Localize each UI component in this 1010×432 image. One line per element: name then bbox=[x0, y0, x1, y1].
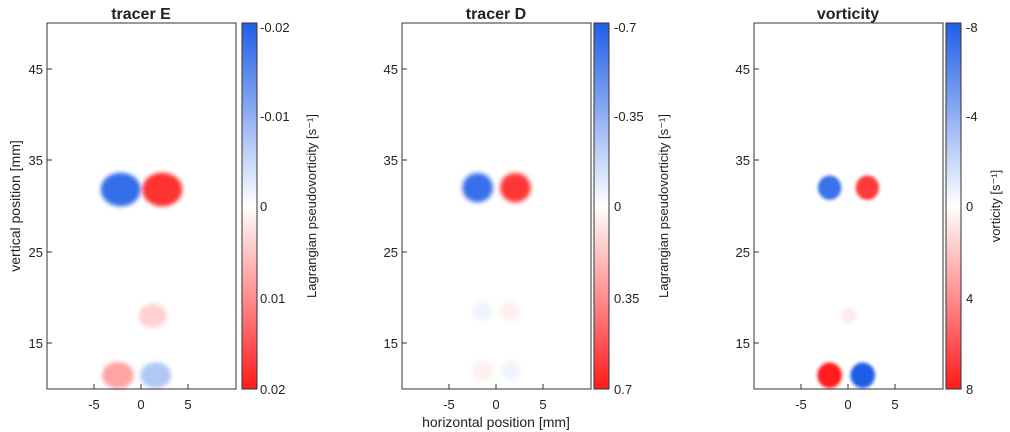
vortex-blob-positive bbox=[102, 361, 134, 389]
vortex-blob-negative bbox=[100, 172, 141, 207]
colorbar-label: Lagrangian pseudovorticity [s⁻¹] bbox=[304, 114, 319, 298]
colorbar: -8 -4 0 4 8 vorticity [s⁻¹] bbox=[945, 20, 1003, 397]
colorbar: -0.7 -0.35 0 0.35 0.7 Lagrangian pseudov… bbox=[593, 20, 671, 397]
heatmap-features bbox=[462, 173, 531, 381]
vortex-blob-positive bbox=[142, 172, 183, 207]
colorbar-tick-label: 0 bbox=[614, 199, 621, 214]
heatmap-features bbox=[817, 175, 880, 389]
y-tick-label: 15 bbox=[29, 336, 43, 351]
heatmap-features bbox=[100, 172, 183, 389]
y-ticks: 45 35 25 15 bbox=[384, 62, 407, 351]
colorbar-tick-label: 0.7 bbox=[614, 382, 632, 397]
y-ticks: 45 35 25 15 bbox=[29, 62, 52, 351]
y-tick-label: 45 bbox=[384, 62, 398, 77]
vortex-blob-positive bbox=[855, 175, 880, 200]
plot-area bbox=[754, 23, 943, 389]
colorbar-label: Lagrangian pseudovorticity [s⁻¹] bbox=[656, 114, 671, 298]
colorbar-tick-label: 0 bbox=[260, 199, 267, 214]
colorbar-tick-label: -0.7 bbox=[614, 20, 636, 35]
y-tick-label: 15 bbox=[384, 336, 398, 351]
colorbar-tick-label: 0.02 bbox=[260, 382, 285, 397]
colorbar-tick-label: -8 bbox=[966, 20, 978, 35]
vortex-blob-positive bbox=[817, 362, 842, 389]
vortex-blob-positive bbox=[500, 301, 521, 321]
colorbar-tick-label: 0 bbox=[966, 199, 973, 214]
y-tick-label: 45 bbox=[29, 62, 43, 77]
x-ticks: -5 0 5 bbox=[88, 384, 192, 412]
vortex-blob-negative bbox=[472, 301, 493, 321]
x-ticks: -5 0 5 bbox=[443, 384, 547, 412]
colorbar-tick-label: -0.02 bbox=[260, 20, 290, 35]
vortex-blob-positive bbox=[138, 303, 167, 328]
y-tick-label: 35 bbox=[736, 153, 750, 168]
colorbar-tick-label: -0.35 bbox=[614, 109, 644, 124]
x-ticks: -5 0 5 bbox=[795, 384, 899, 412]
vortex-blob-positive bbox=[500, 173, 531, 203]
plot-area bbox=[47, 23, 236, 389]
colorbar-gradient bbox=[945, 22, 962, 390]
x-tick-label: -5 bbox=[443, 397, 455, 412]
x-tick-label: 0 bbox=[492, 397, 499, 412]
panel-tracer-e: tracer E -5 0 5 45 35 25 15 vertical pos… bbox=[7, 6, 319, 412]
y-axis-label: vertical position [mm] bbox=[7, 140, 23, 271]
y-tick-label: 25 bbox=[384, 245, 398, 260]
y-tick-label: 45 bbox=[736, 62, 750, 77]
colorbar-tick-label: 0.35 bbox=[614, 291, 639, 306]
panel-title: tracer D bbox=[466, 6, 526, 23]
colorbar-tick-label: 0.01 bbox=[260, 291, 285, 306]
panel-vorticity: vorticity -5 0 5 45 35 25 15 -8 -4 0 4 bbox=[736, 6, 1003, 412]
vortex-blob-negative bbox=[850, 362, 875, 389]
x-tick-label: 5 bbox=[184, 397, 191, 412]
colorbar: -0.02 -0.01 0 0.01 0.02 Lagrangian pseud… bbox=[241, 20, 319, 397]
x-tick-label: 0 bbox=[137, 397, 144, 412]
x-axis-label: horizontal position [mm] bbox=[422, 414, 570, 430]
x-tick-label: 0 bbox=[844, 397, 851, 412]
vortex-blob-positive bbox=[840, 307, 857, 324]
y-tick-label: 15 bbox=[736, 336, 750, 351]
panel-tracer-d: tracer D -5 0 5 45 35 25 15 horizontal p… bbox=[384, 6, 671, 430]
x-tick-label: 5 bbox=[891, 397, 898, 412]
vortex-blob-positive bbox=[472, 361, 493, 381]
colorbar-label: vorticity [s⁻¹] bbox=[988, 170, 1003, 243]
vortex-blob-negative bbox=[500, 361, 521, 381]
panel-title: vorticity bbox=[817, 6, 879, 23]
y-tick-label: 35 bbox=[384, 153, 398, 168]
panel-title: tracer E bbox=[111, 6, 171, 23]
vortex-blob-negative bbox=[140, 362, 172, 389]
y-tick-label: 35 bbox=[29, 153, 43, 168]
y-tick-label: 25 bbox=[736, 245, 750, 260]
colorbar-tick-label: 8 bbox=[966, 382, 973, 397]
x-tick-label: 5 bbox=[539, 397, 546, 412]
plot-area bbox=[402, 23, 591, 389]
x-tick-label: -5 bbox=[795, 397, 807, 412]
colorbar-tick-label: 4 bbox=[966, 291, 973, 306]
vortex-blob-negative bbox=[462, 173, 493, 203]
x-tick-label: -5 bbox=[88, 397, 100, 412]
colorbar-tick-label: -4 bbox=[966, 109, 978, 124]
colorbar-gradient bbox=[593, 22, 610, 390]
vortex-blob-negative bbox=[817, 175, 842, 200]
colorbar-tick-label: -0.01 bbox=[260, 109, 290, 124]
colorbar-gradient bbox=[241, 22, 258, 390]
y-ticks: 45 35 25 15 bbox=[736, 62, 759, 351]
y-tick-label: 25 bbox=[29, 245, 43, 260]
